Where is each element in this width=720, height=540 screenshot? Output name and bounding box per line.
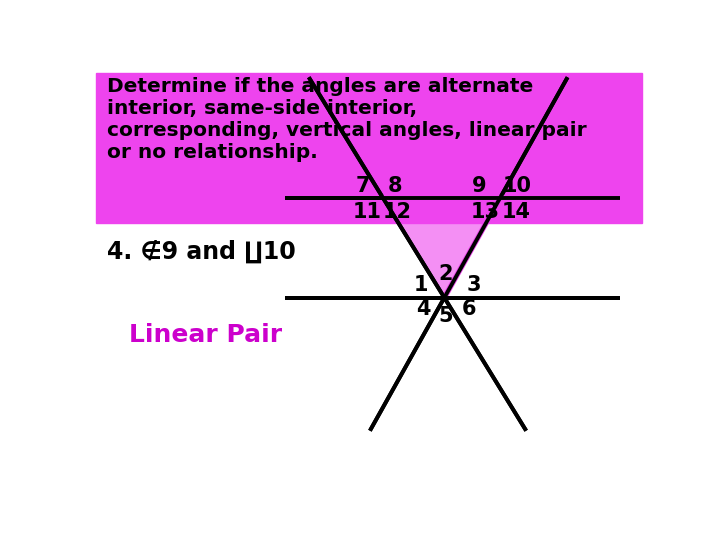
Text: 14: 14 xyxy=(501,202,530,222)
Text: Linear Pair: Linear Pair xyxy=(129,322,282,347)
FancyBboxPatch shape xyxy=(96,73,642,223)
Text: 3: 3 xyxy=(466,275,480,295)
Text: 8: 8 xyxy=(388,176,402,196)
Text: 6: 6 xyxy=(462,299,477,319)
Text: 5: 5 xyxy=(438,306,454,326)
Polygon shape xyxy=(383,198,500,298)
Text: 13: 13 xyxy=(471,202,500,222)
Text: 10: 10 xyxy=(503,176,531,196)
Text: 7: 7 xyxy=(356,176,370,196)
Text: 1: 1 xyxy=(414,275,428,295)
Text: 4: 4 xyxy=(416,299,431,319)
Text: 4. ∉9 and ∐10: 4. ∉9 and ∐10 xyxy=(107,239,295,264)
Text: Determine if the angles are alternate
interior, same-side interior,
correspondin: Determine if the angles are alternate in… xyxy=(107,77,586,163)
Text: 12: 12 xyxy=(382,202,411,222)
Text: 2: 2 xyxy=(438,265,454,285)
Text: 9: 9 xyxy=(472,176,486,196)
Text: 11: 11 xyxy=(353,202,382,222)
